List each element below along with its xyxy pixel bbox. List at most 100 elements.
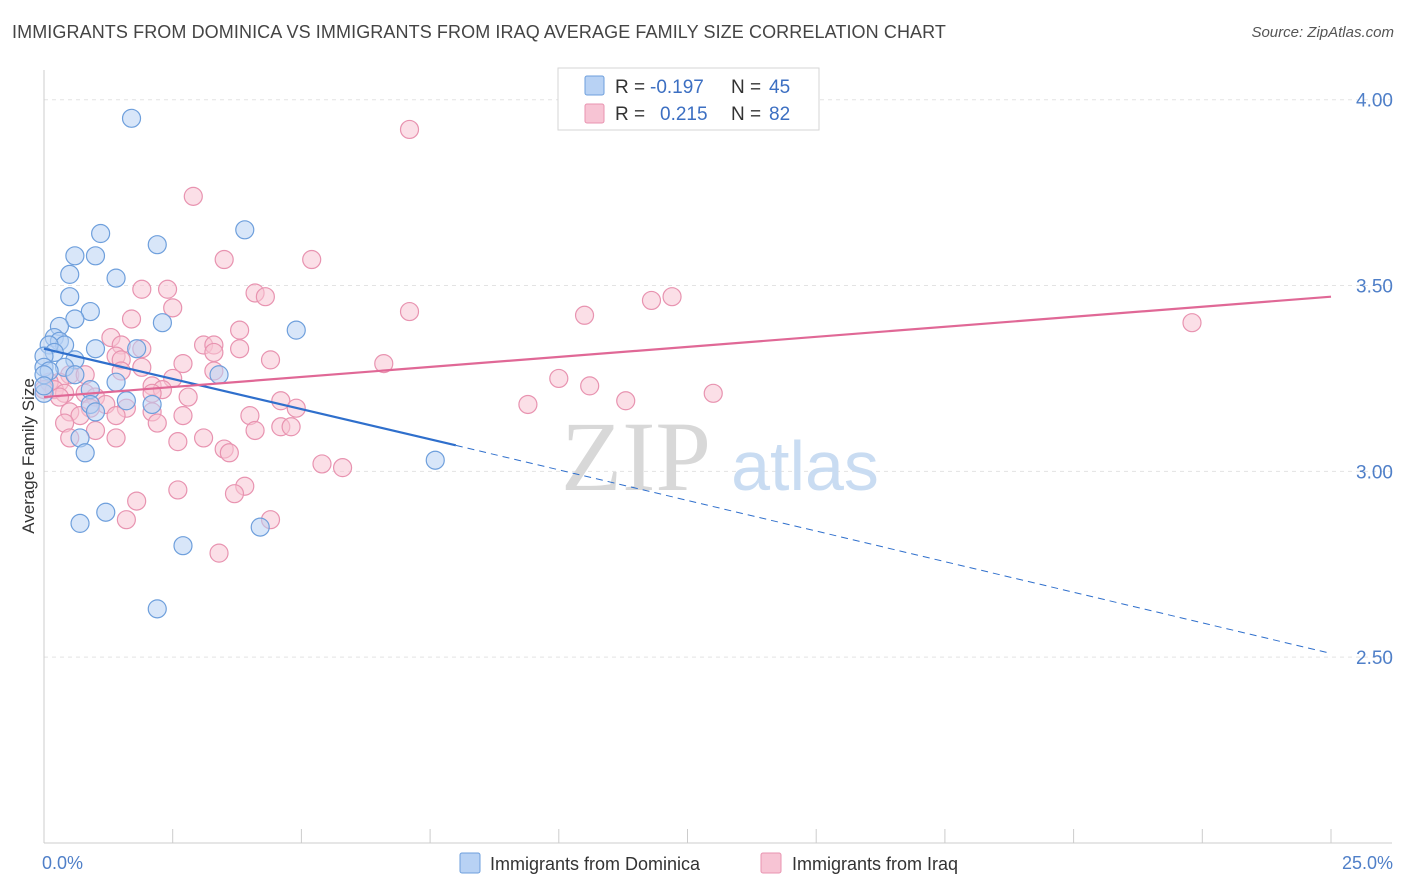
iraq-point-15	[230, 320, 250, 340]
dominica-trend-extension	[455, 444, 1332, 654]
iraq-point-26	[374, 353, 394, 374]
y-tick-label-3: 4.00	[1356, 91, 1393, 112]
iraq-point-66	[245, 420, 265, 441]
source-label: Source: ZipAtlas.com	[1251, 24, 1394, 41]
iraq-point-53	[518, 394, 538, 415]
dominica-point-2	[147, 235, 167, 255]
x-tick-labels: 0.0% 25.0%	[42, 853, 1393, 873]
iraq-point-74	[312, 454, 332, 474]
dominica-point-1	[91, 223, 111, 244]
iraq-point-73	[219, 443, 239, 463]
iraq-trend-line	[43, 295, 1332, 399]
dominica-point-10	[65, 309, 85, 329]
dominica-point-18	[85, 339, 106, 359]
bottom-legend-iraq-swatch	[760, 852, 782, 874]
iraq-point-27	[173, 353, 193, 374]
dominica-point-19	[127, 339, 147, 359]
dominica-point-9	[80, 301, 100, 322]
iraq-point-59	[173, 406, 193, 426]
iraq-point-79	[127, 491, 147, 511]
dominica-trend-line	[43, 347, 457, 447]
bottom-legend-dominica-swatch	[459, 852, 481, 874]
dominica-point-44	[34, 376, 54, 396]
legend-dominica-n-label: N =	[731, 77, 761, 98]
x-tick-label-0: 0.0%	[42, 853, 83, 873]
iraq-point-3	[302, 249, 322, 270]
iraq-point-2	[214, 249, 234, 270]
trend-lines	[43, 295, 1332, 654]
dominica-point-42	[173, 536, 193, 556]
iraq-point-42	[703, 383, 723, 403]
dominica-point-40	[70, 513, 90, 533]
iraq-point-5	[157, 279, 178, 299]
dominica-point-7	[60, 264, 80, 284]
legend-iraq-n-label: N =	[731, 104, 761, 125]
iraq-point-62	[147, 413, 167, 433]
iraq-point-70	[193, 428, 214, 448]
x-tick-label-1: 25.0%	[1342, 853, 1393, 873]
dominica-point-11	[152, 313, 173, 333]
iraq-point-77	[168, 480, 188, 500]
iraq-point-38	[580, 376, 600, 396]
legend-iraq-n-value: 82	[769, 104, 790, 125]
dominica-point-34	[142, 394, 162, 415]
iraq-point-0	[399, 119, 420, 140]
iraq-point-4	[132, 279, 152, 299]
correlation-legend: R = -0.197 N = 45 R = 0.215 N = 82	[557, 67, 820, 131]
dominica-point-5	[85, 246, 106, 266]
iraq-point-60	[106, 406, 126, 426]
iraq-point-14	[121, 309, 142, 329]
y-tick-label-2: 3.50	[1356, 277, 1393, 298]
y-tick-label-0: 2.50	[1356, 648, 1393, 669]
dominica-point-6	[106, 268, 126, 288]
iraq-point-82	[209, 543, 229, 563]
dominica-point-0	[121, 108, 142, 128]
iraq-point-24	[260, 350, 281, 370]
iraq-point-1	[183, 186, 203, 206]
iraq-point-21	[204, 342, 224, 363]
dominica-point-26	[65, 365, 85, 385]
dominica-point-29	[106, 372, 126, 392]
legend-iraq-r-label: R =	[615, 104, 645, 125]
dominica-point-3	[235, 220, 255, 240]
iraq-point-11	[399, 301, 420, 322]
watermark-atlas: atlas	[731, 427, 879, 505]
bottom-legend-iraq-label: Immigrants from Iraq	[792, 854, 958, 874]
iraq-point-68	[106, 428, 126, 448]
y-tick-labels: 2.50 3.00 3.50 4.00	[1356, 91, 1393, 669]
dominica-point-8	[60, 287, 80, 307]
chart-title: IMMIGRANTS FROM DOMINICA VS IMMIGRANTS F…	[12, 22, 947, 42]
iraq-point-71	[168, 432, 188, 452]
legend-dominica-r-label: R =	[615, 77, 645, 98]
dominica-point-39	[96, 502, 116, 522]
iraq-point-10	[163, 298, 183, 318]
iraq-point-75	[332, 458, 353, 478]
dominica-point-41	[250, 517, 270, 537]
dominica-point-12	[286, 320, 306, 340]
legend-dominica-swatch	[584, 75, 605, 96]
legend-dominica-r-value: -0.197	[650, 77, 704, 98]
iraq-point-12	[574, 305, 595, 325]
iraq-point-34	[549, 368, 569, 389]
watermark-zip: ZIP	[561, 401, 711, 512]
dominica-point-27	[209, 365, 229, 385]
iraq-point-7	[255, 287, 275, 307]
legend-iraq-swatch	[584, 103, 605, 124]
series-legend: Immigrants from Dominica Immigrants from…	[459, 852, 958, 874]
bottom-legend-dominica-label: Immigrants from Dominica	[490, 854, 701, 874]
iraq-point-50	[616, 391, 636, 411]
iraq-point-8	[641, 290, 662, 311]
legend-dominica-n-value: 45	[769, 77, 790, 98]
iraq-point-22	[230, 339, 250, 359]
y-axis-label: Average Family Size	[19, 378, 38, 534]
dominica-point-4	[65, 246, 85, 266]
watermark: ZIP atlas	[561, 401, 879, 512]
grid-lines	[44, 99, 1392, 658]
dominica-points	[34, 108, 445, 619]
legend-iraq-r-value: 0.215	[660, 104, 708, 125]
dominica-point-43	[147, 599, 167, 619]
dominica-point-35	[85, 402, 106, 422]
iraq-point-13	[1182, 313, 1202, 333]
dominica-point-38	[425, 450, 445, 470]
